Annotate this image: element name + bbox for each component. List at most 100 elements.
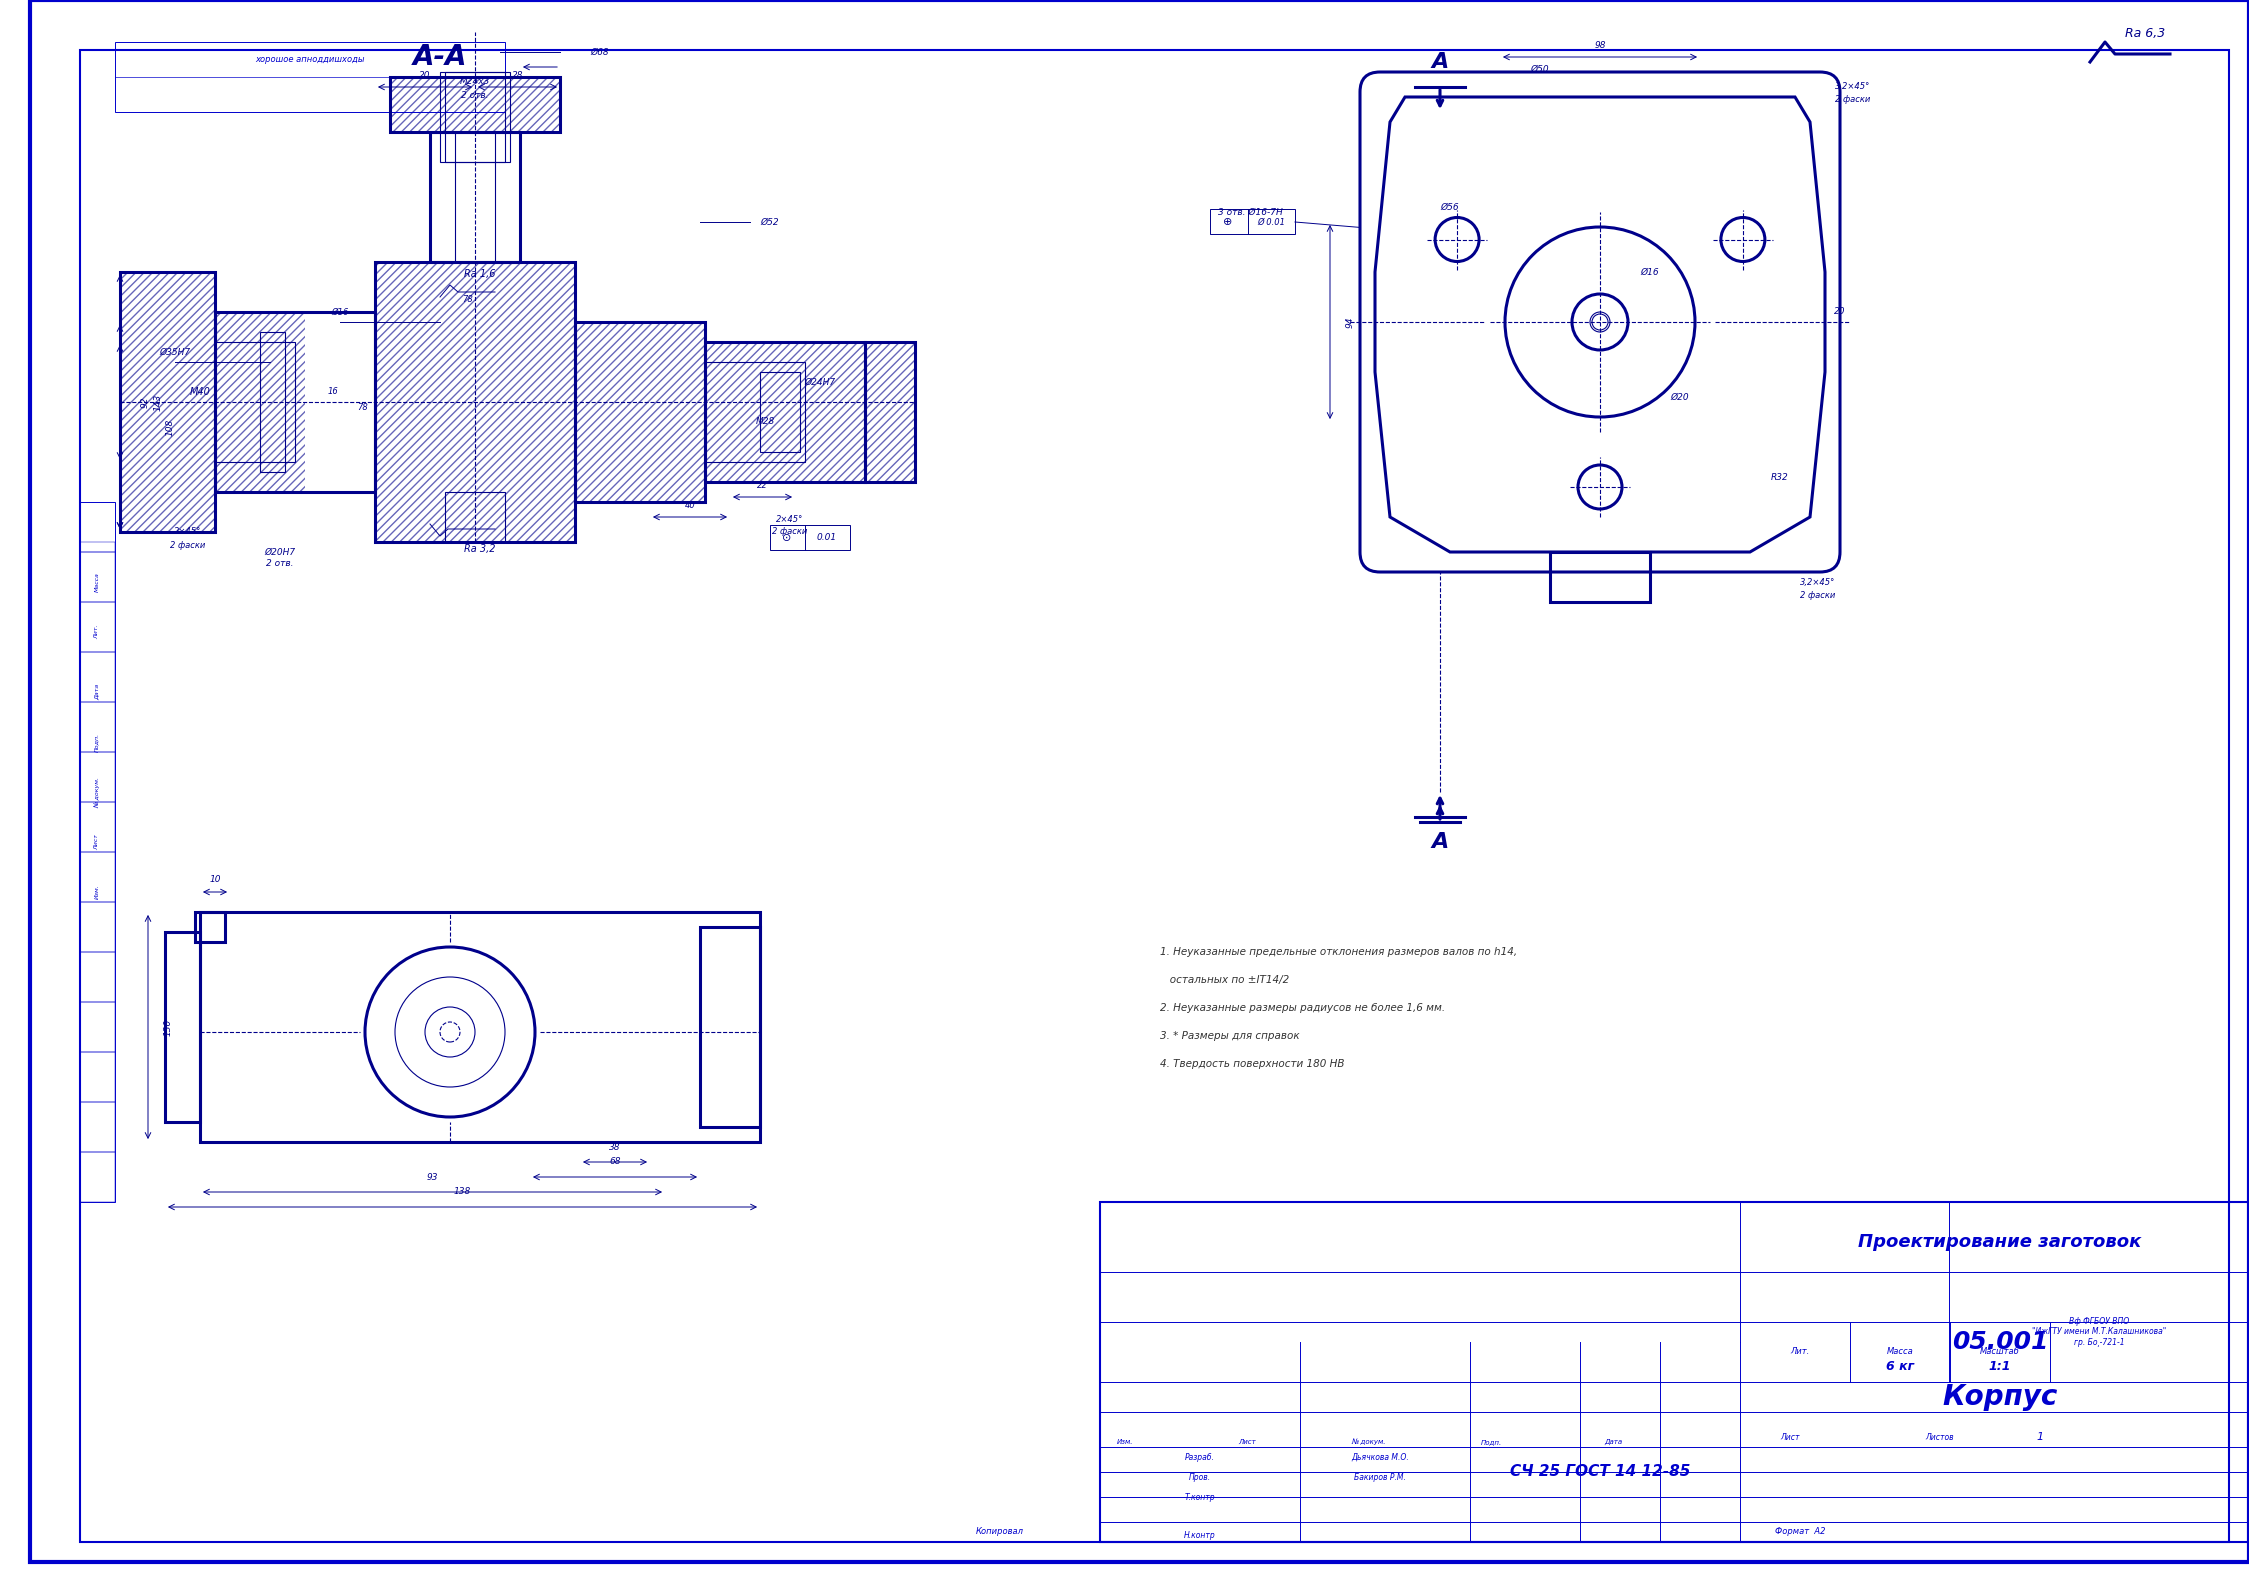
Bar bbox=[704, 342, 866, 482]
Text: 138: 138 bbox=[454, 1188, 470, 1197]
Bar bbox=[81, 751, 115, 802]
Bar bbox=[81, 1153, 115, 1202]
Text: M28: M28 bbox=[756, 417, 774, 427]
Text: A: A bbox=[1430, 833, 1448, 852]
Text: Дата: Дата bbox=[94, 685, 99, 700]
Text: 40: 40 bbox=[684, 500, 695, 509]
Bar bbox=[1550, 552, 1651, 602]
Text: 108: 108 bbox=[166, 419, 175, 436]
Bar bbox=[81, 541, 115, 552]
Bar bbox=[704, 342, 866, 482]
Bar bbox=[81, 952, 115, 1001]
Bar bbox=[430, 132, 520, 263]
Text: Лит.: Лит. bbox=[1790, 1347, 1810, 1356]
Bar bbox=[1210, 209, 1295, 234]
Text: 2 фаски: 2 фаски bbox=[1835, 96, 1871, 105]
Text: Ø16: Ø16 bbox=[1642, 267, 1660, 277]
FancyBboxPatch shape bbox=[1361, 72, 1840, 572]
Text: Изм.: Изм. bbox=[94, 885, 99, 899]
Text: 2×45°: 2×45° bbox=[776, 516, 803, 524]
Text: 38: 38 bbox=[609, 1143, 621, 1151]
Text: 05.001: 05.001 bbox=[1952, 1329, 2049, 1355]
Bar bbox=[119, 272, 216, 532]
Text: 2. Неуказанные размеры радиусов не более 1,6 мм.: 2. Неуказанные размеры радиусов не более… bbox=[1160, 1003, 1446, 1013]
Bar bbox=[699, 927, 760, 1127]
Bar bbox=[200, 912, 760, 1141]
Text: № докум.: № докум. bbox=[1352, 1439, 1385, 1446]
Bar bbox=[441, 72, 511, 162]
Text: Дата: Дата bbox=[1604, 1439, 1622, 1446]
Text: A: A bbox=[1430, 53, 1448, 72]
Text: Ø35H7: Ø35H7 bbox=[160, 347, 191, 357]
Bar bbox=[216, 312, 376, 492]
Text: Масштаб: Масштаб bbox=[1979, 1347, 2020, 1356]
Text: Ø20H7: Ø20H7 bbox=[265, 548, 295, 557]
Bar bbox=[261, 333, 286, 471]
Text: Ø16: Ø16 bbox=[331, 307, 349, 317]
Text: 3,2×45°: 3,2×45° bbox=[1835, 83, 1871, 91]
Text: 28: 28 bbox=[513, 70, 524, 80]
Text: 2 отв.: 2 отв. bbox=[461, 91, 488, 99]
Bar bbox=[389, 76, 560, 132]
Text: Корпус: Корпус bbox=[1943, 1383, 2058, 1411]
Text: 1:1: 1:1 bbox=[1988, 1361, 2011, 1374]
Bar bbox=[81, 802, 115, 852]
Text: 94: 94 bbox=[1345, 317, 1354, 328]
Bar bbox=[81, 653, 115, 702]
Bar bbox=[445, 72, 506, 162]
Text: 78: 78 bbox=[463, 295, 472, 304]
Bar bbox=[760, 373, 801, 452]
Text: 78: 78 bbox=[358, 403, 369, 411]
Text: 0.01: 0.01 bbox=[816, 533, 837, 543]
Bar bbox=[376, 263, 576, 541]
Text: Лист: Лист bbox=[94, 834, 99, 850]
Text: 92: 92 bbox=[139, 396, 148, 408]
Text: хорошое апноддишходы: хорошое апноддишходы bbox=[254, 56, 364, 65]
Text: 22: 22 bbox=[758, 481, 767, 489]
Text: Листов: Листов bbox=[1925, 1433, 1954, 1441]
Text: остальных по ±IT14/2: остальных по ±IT14/2 bbox=[1160, 974, 1289, 985]
Text: 2×45°: 2×45° bbox=[175, 527, 202, 537]
Text: 2 фаски: 2 фаски bbox=[1799, 591, 1835, 600]
Text: Ø52: Ø52 bbox=[760, 218, 778, 226]
Text: Масса: Масса bbox=[94, 572, 99, 592]
Bar bbox=[454, 132, 495, 263]
Text: Бакиров Р.М.: Бакиров Р.М. bbox=[1354, 1473, 1406, 1482]
Text: Н.контр: Н.контр bbox=[1185, 1530, 1217, 1539]
Bar bbox=[81, 702, 115, 751]
Text: 143: 143 bbox=[153, 393, 162, 411]
Text: Ra 3,2: Ra 3,2 bbox=[463, 544, 495, 554]
Bar bbox=[81, 602, 115, 653]
Text: 93: 93 bbox=[427, 1172, 439, 1181]
Text: 3. * Размеры для справок: 3. * Размеры для справок bbox=[1160, 1032, 1300, 1041]
Bar bbox=[81, 852, 115, 903]
Text: Ø 0.01: Ø 0.01 bbox=[1257, 218, 1284, 226]
Text: 16: 16 bbox=[328, 387, 337, 396]
Bar bbox=[164, 931, 200, 1122]
Text: Вф ФГБОУ ВПО
"ИжГТУ имени М.Т.Калашникова"
гр. Бо͵-721-1: Вф ФГБОУ ВПО "ИжГТУ имени М.Т.Калашников… bbox=[2031, 1317, 2166, 1347]
Text: СЧ 25 ГОСТ 14 12-85: СЧ 25 ГОСТ 14 12-85 bbox=[1509, 1465, 1691, 1479]
Text: Разраб.: Разраб. bbox=[1185, 1452, 1214, 1461]
Text: 130: 130 bbox=[164, 1019, 173, 1036]
Text: 1. Неуказанные предельные отклонения размеров валов по h14,: 1. Неуказанные предельные отклонения раз… bbox=[1160, 947, 1518, 957]
Text: 2 фаски: 2 фаски bbox=[771, 527, 807, 537]
Text: Ø24H7: Ø24H7 bbox=[805, 377, 837, 387]
Text: R32: R32 bbox=[1772, 473, 1788, 481]
Bar bbox=[81, 552, 115, 602]
Bar bbox=[216, 342, 295, 462]
Bar bbox=[119, 272, 216, 532]
Text: 6 кг: 6 кг bbox=[1887, 1361, 1914, 1374]
Text: 2 фаски: 2 фаски bbox=[171, 541, 205, 549]
Bar bbox=[445, 492, 506, 541]
Text: Лит.: Лит. bbox=[94, 624, 99, 640]
Text: ⊕: ⊕ bbox=[1223, 217, 1232, 228]
Text: Ø50: Ø50 bbox=[1532, 65, 1550, 73]
Text: Ra 6,3: Ra 6,3 bbox=[2125, 27, 2166, 40]
Text: Масса: Масса bbox=[1887, 1347, 1914, 1356]
Bar bbox=[196, 912, 225, 942]
Text: M24x3: M24x3 bbox=[459, 78, 490, 86]
Bar bbox=[376, 263, 576, 541]
Text: Изм.: Изм. bbox=[1118, 1439, 1133, 1446]
Text: Формат  A2: Формат A2 bbox=[1774, 1527, 1826, 1536]
Text: A-A: A-A bbox=[414, 43, 468, 72]
